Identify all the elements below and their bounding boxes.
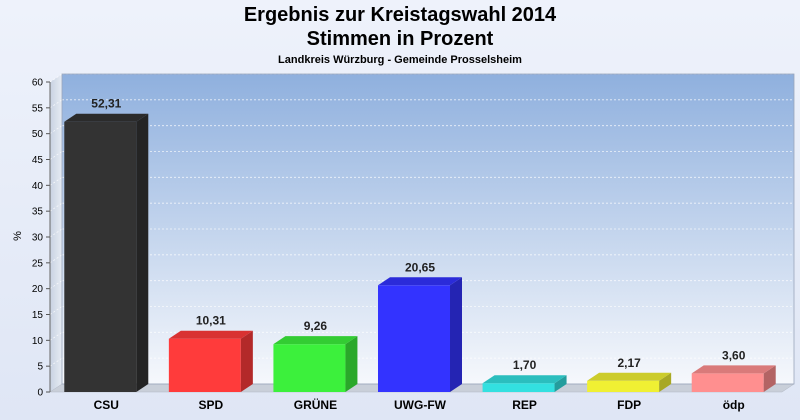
y-tick-label: 10 [32, 336, 44, 347]
y-tick-label: 55 [32, 103, 44, 114]
bar-top [378, 277, 462, 286]
plot-side-wall [50, 74, 62, 392]
gridline-side [49, 125, 63, 134]
bar-top [273, 336, 358, 345]
y-tick-label: 30 [32, 233, 44, 244]
bar-side [763, 365, 776, 392]
gridline-side [49, 151, 63, 160]
y-tick-label: 25 [32, 258, 44, 269]
y-tick-label: 50 [32, 129, 44, 140]
data-label: 3,60 [722, 348, 746, 362]
data-label: 20,65 [405, 260, 435, 274]
bar-top [691, 365, 776, 374]
chart-subtitle: Landkreis Würzburg - Gemeinde Prosselshe… [278, 54, 522, 66]
gridline-side [49, 357, 63, 367]
y-tick-label: 15 [32, 310, 44, 321]
data-label: 1,70 [513, 358, 537, 372]
x-tick-label: GRÜNE [294, 397, 337, 412]
bar-top [482, 375, 567, 384]
data-label: 2,17 [617, 356, 641, 370]
gridline-side [49, 228, 63, 238]
bar-top [168, 330, 253, 339]
bar-top [587, 372, 672, 381]
x-tick-label: SPD [199, 398, 224, 412]
data-label: 52,31 [91, 97, 121, 111]
gridline-side [49, 254, 63, 264]
bar [691, 373, 764, 392]
bar-side [345, 336, 358, 392]
x-tick-label: REP [512, 398, 537, 412]
bar [273, 344, 346, 392]
data-label: 10,31 [196, 314, 226, 328]
y-tick-label: 40 [32, 181, 44, 192]
gridline-side [49, 177, 63, 186]
data-label: 9,26 [304, 319, 328, 333]
y-tick-label: 0 [37, 388, 43, 399]
x-tick-label: FDP [617, 398, 641, 412]
bar-side [240, 330, 253, 392]
bar-top [64, 113, 149, 122]
gridline-side [49, 202, 63, 212]
chart-title: Ergebnis zur Kreistagswahl 2014 [243, 4, 557, 26]
gridline-side [49, 306, 63, 315]
x-tick-label: ödp [723, 398, 745, 412]
bar-side [554, 375, 567, 392]
chart-titles: Ergebnis zur Kreistagswahl 2014 Stimmen … [0, 0, 800, 66]
chart-title-2: Stimmen in Prozent [306, 28, 494, 50]
y-tick-label: 60 [32, 78, 44, 89]
bar [482, 383, 555, 392]
gridline-side [49, 280, 63, 289]
bar-side [136, 113, 149, 393]
y-tick-label: 45 [32, 155, 44, 166]
bar-side [450, 277, 462, 392]
bar [378, 285, 450, 392]
y-tick-label: 20 [32, 284, 44, 295]
bar [64, 121, 137, 393]
gridline-side [49, 99, 63, 109]
x-tick-label: UWG-FW [394, 398, 447, 412]
gridline-side [49, 73, 63, 83]
bar [168, 338, 241, 392]
bar-side [659, 372, 672, 392]
bar [587, 380, 660, 392]
gridline-side [49, 332, 63, 341]
x-tick-label: CSU [94, 398, 119, 412]
y-tick-label: 35 [32, 207, 44, 218]
y-tick-label: 5 [37, 362, 43, 373]
y-axis-label: % [12, 231, 24, 241]
